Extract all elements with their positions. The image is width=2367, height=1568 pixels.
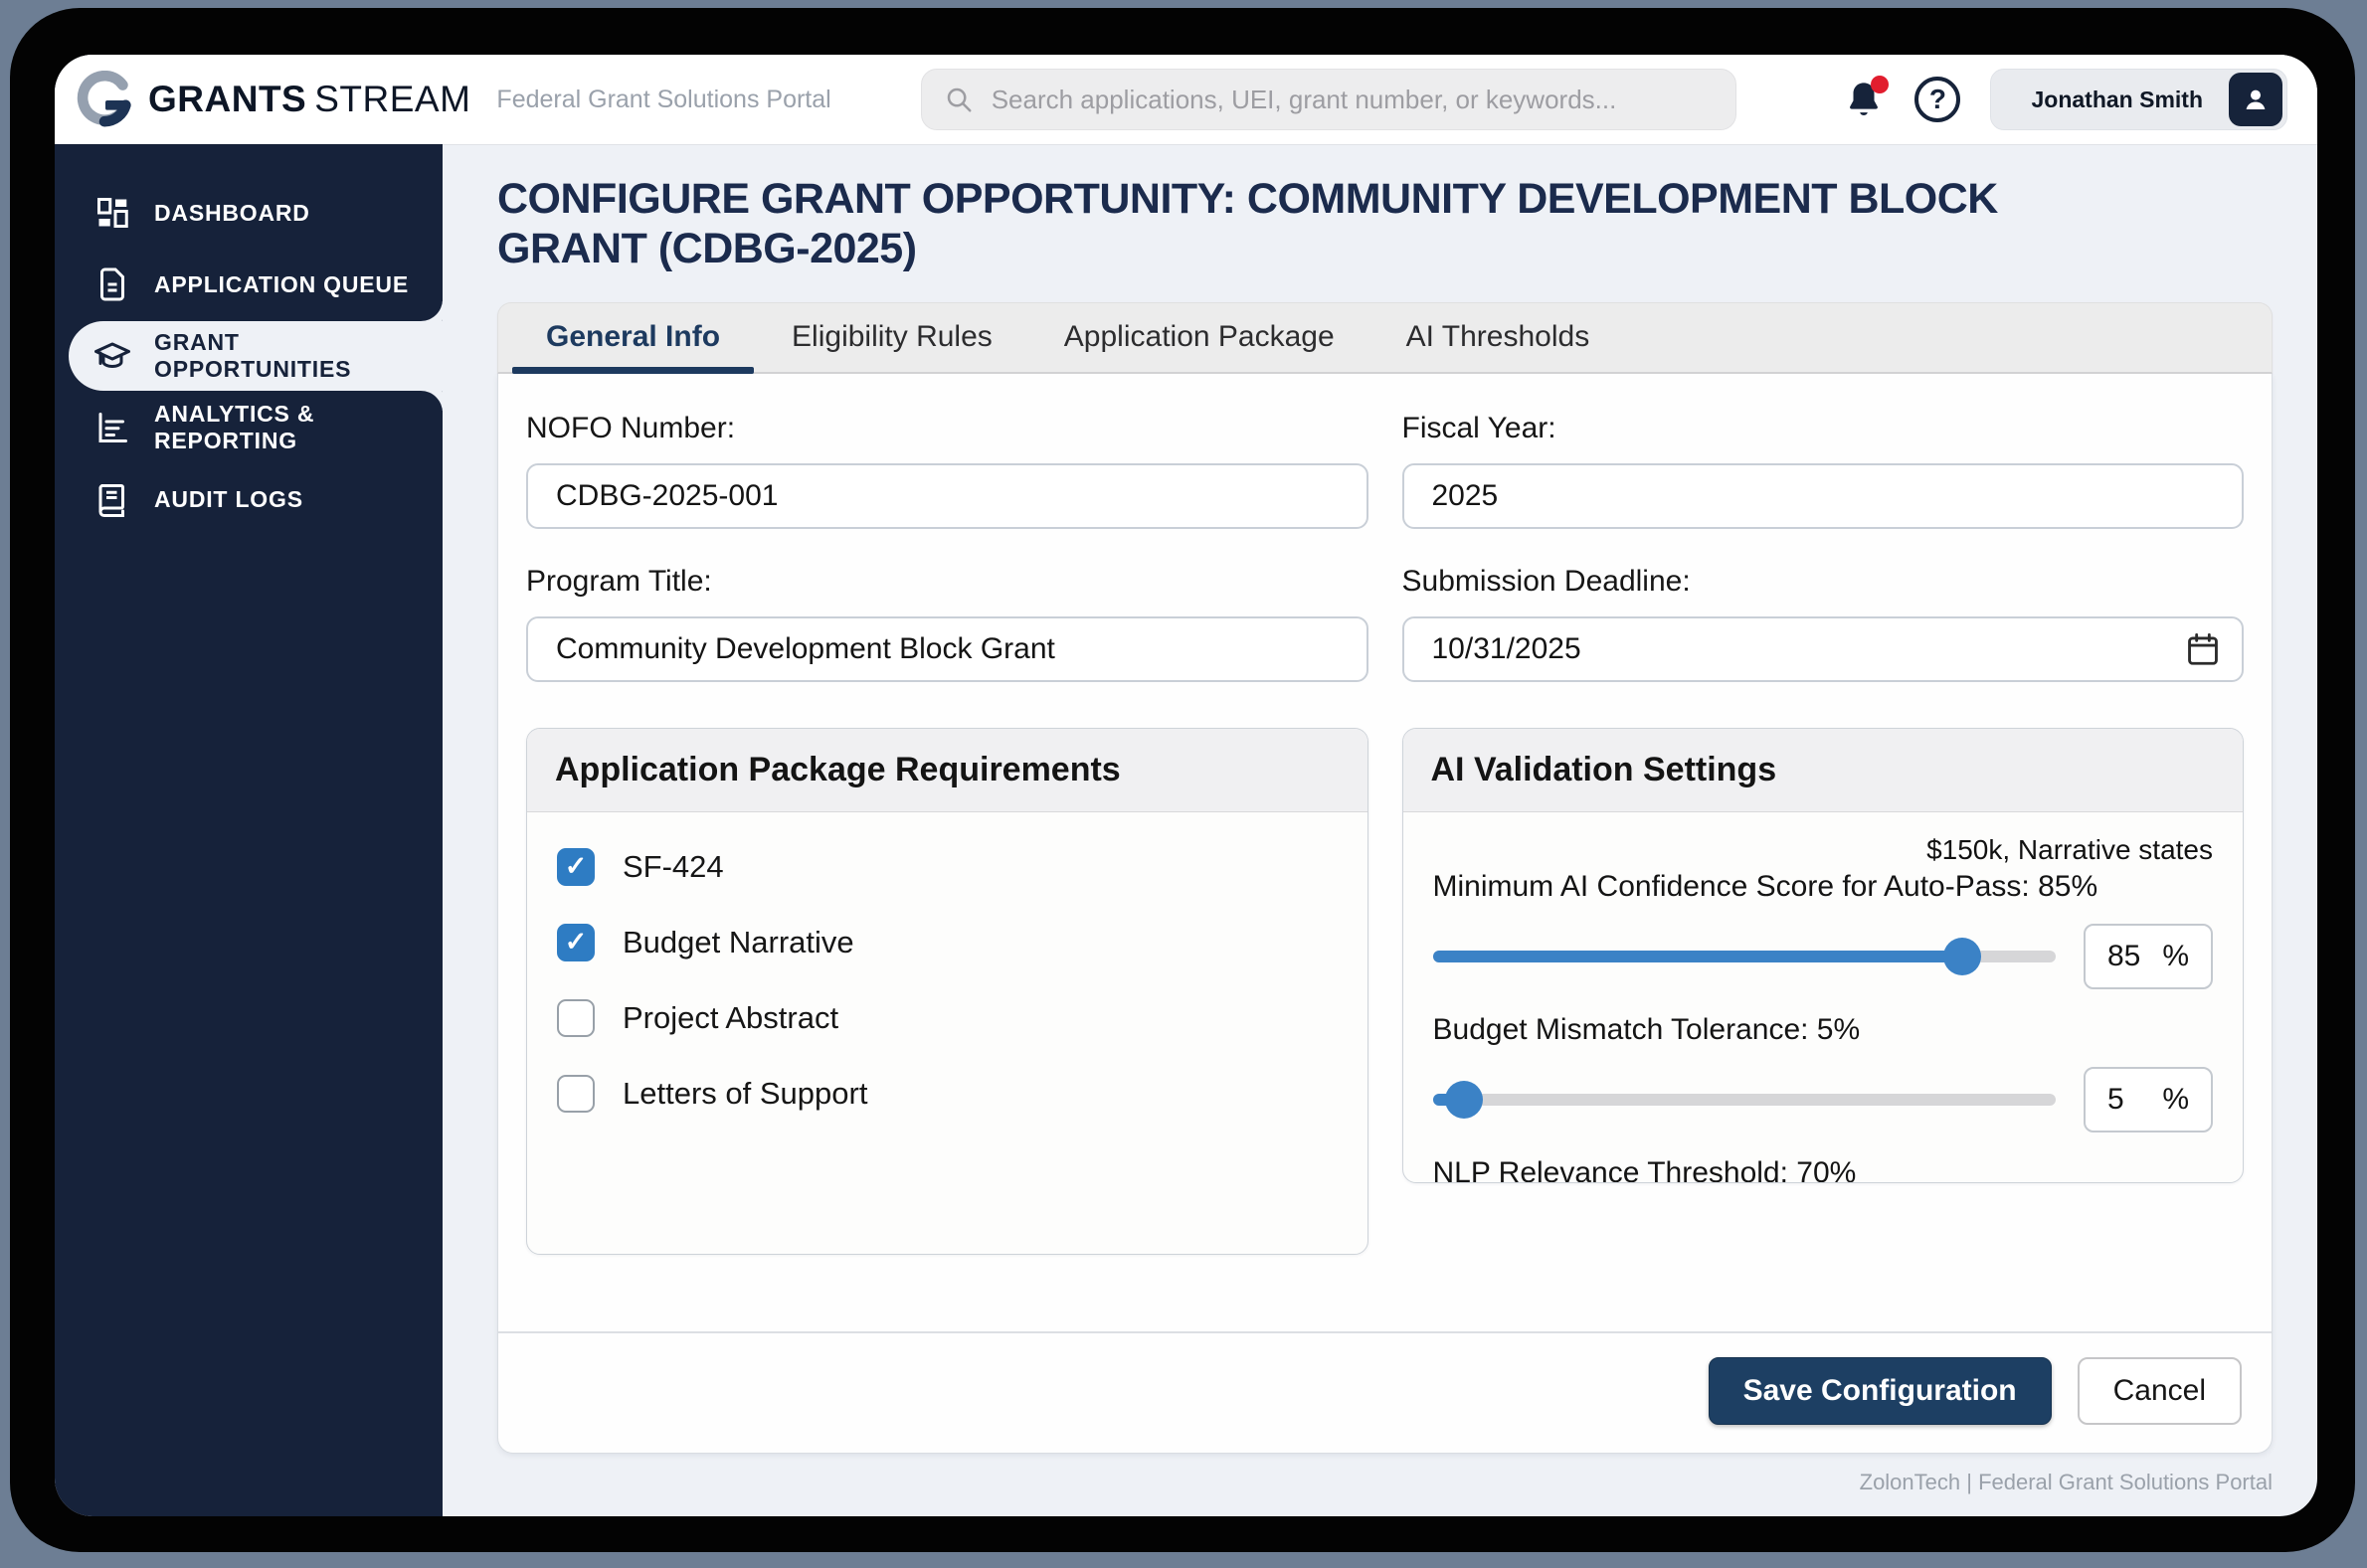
app-header: GRANTS STREAM Federal Grant Solutions Por… [55, 55, 2317, 144]
form-actions: Save Configuration Cancel [498, 1330, 2272, 1453]
tab-bar: General Info Eligibility Rules Applicati… [497, 301, 2273, 374]
confidence-score-slider[interactable] [1432, 937, 2056, 976]
nofo-number-input[interactable] [526, 462, 1368, 529]
application-package-requirements-panel: Application Package Requirements SF-424 … [526, 727, 1368, 1255]
sidebar-item-label: ANALYTICS & REPORTING [154, 401, 315, 453]
portal-subtitle: Federal Grant Solutions Portal [496, 85, 831, 113]
grants-stream-logo-icon [77, 71, 131, 127]
main-content: CONFIGURE GRANT OPPORTUNITY: COMMUNITY D… [443, 144, 2317, 1516]
sidebar-item-label: APPLICATION QUEUE [154, 270, 409, 297]
nlp-relevance-group: NLP Relevance Threshold: 70% [1432, 1155, 2214, 1183]
fiscal-year-field-group: Fiscal Year: [1401, 400, 2244, 529]
ai-note: $150k, Narrative states [1926, 833, 2213, 865]
requirement-label: Project Abstract [623, 999, 839, 1035]
program-title-field-group: Program Title: [526, 553, 1368, 682]
slider-thumb[interactable] [1943, 937, 1982, 975]
requirement-sf-424[interactable]: SF-424 [557, 847, 1338, 886]
requirement-project-abstract[interactable]: Project Abstract [557, 998, 1338, 1037]
ai-panel-title: AI Validation Settings [1402, 728, 2243, 812]
budget-mismatch-value-box[interactable]: 5 % [2084, 1066, 2213, 1132]
sidebar-item-grant-opportunities[interactable]: GRANT OPPORTUNITIES [69, 321, 443, 391]
sidebar: DASHBOARD APPLICATION QUEUE GRANT OPPORT… [55, 144, 443, 1516]
checkbox-project-abstract[interactable] [557, 998, 595, 1037]
calendar-icon[interactable] [2184, 630, 2222, 668]
sidebar-item-analytics-reporting[interactable]: ANALYTICS & REPORTING [55, 393, 443, 462]
confidence-score-label: Minimum AI Confidence Score for Auto-Pas… [1432, 869, 2098, 903]
tab-eligibility-rules[interactable]: Eligibility Rules [756, 303, 1028, 372]
config-form-card: NOFO Number: Fiscal Year: [497, 373, 2273, 1454]
notifications-bell-icon[interactable] [1843, 76, 1890, 121]
nofo-number-label: NOFO Number: [526, 411, 736, 444]
sidebar-item-audit-logs[interactable]: AUDIT LOGS [55, 464, 443, 534]
app-window: GRANTS STREAM Federal Grant Solutions Por… [55, 55, 2317, 1516]
tab-label: General Info [546, 320, 721, 354]
brand-light: STREAM [314, 79, 471, 119]
checkbox-letters-of-support[interactable] [557, 1074, 595, 1113]
program-title-label: Program Title: [526, 564, 712, 598]
package-panel-title: Application Package Requirements [527, 728, 1367, 812]
brand-bold: GRANTS [148, 79, 307, 119]
budget-mismatch-label: Budget Mismatch Tolerance: 5% [1432, 1012, 1861, 1046]
value: 85 [2107, 939, 2141, 972]
value: 5 [2107, 1082, 2124, 1116]
tab-general-info[interactable]: General Info [510, 303, 756, 374]
tab-application-package[interactable]: Application Package [1028, 303, 1370, 372]
tab-ai-thresholds[interactable]: AI Thresholds [1370, 303, 1626, 372]
ai-validation-settings-panel: AI Validation Settings $150k, Narrative … [1401, 727, 2244, 1183]
cancel-button[interactable]: Cancel [2077, 1356, 2242, 1425]
dashboard-grid-icon [97, 198, 128, 228]
confidence-score-value-box[interactable]: 85 % [2084, 923, 2213, 989]
confidence-score-group: Minimum AI Confidence Score for Auto-Pas… [1432, 869, 2213, 989]
help-icon[interactable]: ? [1914, 77, 1961, 122]
requirement-label: Budget Narrative [623, 924, 854, 959]
nlp-relevance-label: NLP Relevance Threshold: 70% [1432, 1155, 1857, 1183]
sidebar-item-application-queue[interactable]: APPLICATION QUEUE [55, 250, 443, 319]
fiscal-year-label: Fiscal Year: [1401, 411, 1556, 444]
budget-mismatch-group: Budget Mismatch Tolerance: 5% [1432, 1012, 2213, 1132]
unit: % [2162, 1082, 2189, 1116]
requirement-letters-of-support[interactable]: Letters of Support [557, 1074, 1338, 1113]
user-name: Jonathan Smith [2031, 86, 2203, 112]
document-icon [100, 267, 124, 301]
search-icon [947, 87, 972, 112]
checkbox-budget-narrative[interactable] [557, 923, 595, 961]
search-input[interactable] [989, 83, 1714, 116]
requirement-label: SF-424 [623, 848, 724, 884]
book-icon [98, 484, 124, 517]
submission-deadline-field-group: Submission Deadline: [1401, 553, 2244, 682]
program-title-input[interactable] [526, 615, 1368, 682]
save-configuration-button[interactable]: Save Configuration [1708, 1356, 2052, 1425]
footer-note: ZolonTech | Federal Grant Solutions Port… [1859, 1469, 2273, 1494]
fiscal-year-input[interactable] [1401, 462, 2244, 529]
sidebar-item-dashboard[interactable]: DASHBOARD [55, 178, 443, 248]
submission-deadline-input[interactable] [1401, 615, 2244, 682]
graduation-cap-icon [94, 342, 130, 369]
budget-mismatch-slider[interactable] [1432, 1080, 2056, 1120]
brand-name: GRANTS STREAM [148, 79, 470, 120]
slider-track[interactable] [1432, 1093, 2056, 1106]
nofo-number-field-group: NOFO Number: [526, 400, 1368, 529]
page-title: CONFIGURE GRANT OPPORTUNITY: COMMUNITY D… [497, 175, 1998, 273]
global-search[interactable] [920, 69, 1736, 130]
bar-chart-icon [98, 413, 127, 442]
requirement-budget-narrative[interactable]: Budget Narrative [557, 923, 1338, 961]
sidebar-item-label: GRANT OPPORTUNITIES [154, 329, 352, 382]
checkbox-sf-424[interactable] [557, 847, 595, 886]
slider-thumb[interactable] [1444, 1080, 1483, 1119]
tab-label: AI Thresholds [1405, 320, 1590, 354]
tab-label: Application Package [1063, 320, 1335, 354]
sidebar-item-label: DASHBOARD [154, 199, 310, 226]
avatar [2229, 73, 2282, 126]
slider-fill [1432, 950, 1963, 962]
header-actions: ? Jonathan Smith [1843, 69, 2287, 130]
tab-label: Eligibility Rules [792, 320, 993, 354]
sidebar-item-label: AUDIT LOGS [154, 485, 303, 512]
unit: % [2162, 939, 2189, 972]
user-menu[interactable]: Jonathan Smith [1990, 69, 2287, 130]
submission-deadline-label: Submission Deadline: [1401, 564, 1691, 598]
notification-badge [1871, 76, 1890, 93]
requirement-label: Letters of Support [623, 1075, 868, 1111]
person-icon [2246, 89, 2266, 109]
